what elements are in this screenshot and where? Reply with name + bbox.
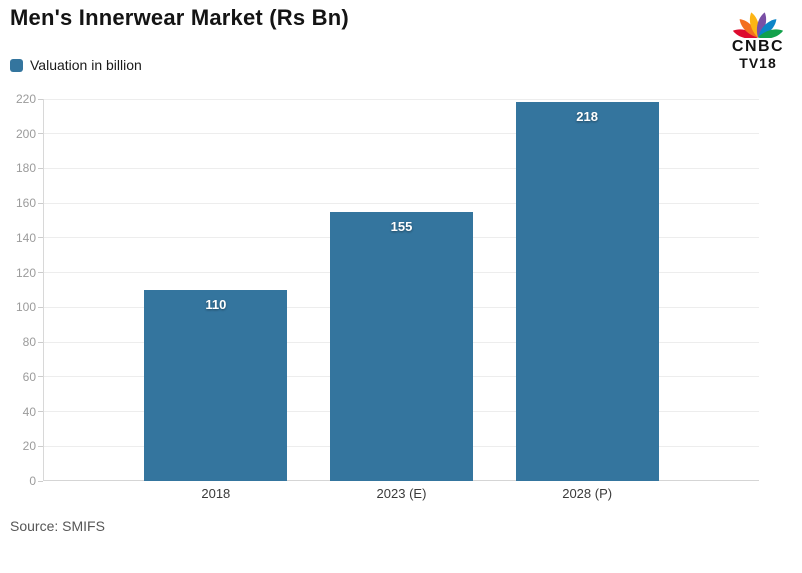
y-axis-tick — [38, 133, 43, 135]
y-axis-tick — [38, 98, 43, 100]
y-axis: 0 20 40 60 80 100 120 140 160 180 200 220 — [0, 92, 39, 488]
peacock-feather — [756, 12, 767, 38]
gridline — [44, 133, 759, 135]
bar: 155 — [330, 211, 473, 481]
y-axis-tick — [38, 480, 43, 482]
y-axis-tick-label: 60 — [22, 369, 36, 384]
logo-text-cnbc: CNBC — [731, 38, 785, 55]
y-axis-tick — [38, 341, 43, 343]
y-axis-tick-label: 100 — [15, 300, 36, 315]
y-axis-tick — [38, 445, 43, 447]
y-axis-tick-label: 40 — [22, 404, 36, 419]
peacock-feather — [749, 12, 760, 38]
gridline — [44, 202, 759, 204]
y-axis-tick-label: 120 — [15, 265, 36, 280]
y-axis-tick — [38, 167, 43, 169]
source-note: Source: SMIFS — [10, 518, 105, 534]
y-axis-tick-label: 140 — [15, 230, 36, 245]
plot-area: 110 155 218 — [38, 98, 759, 482]
y-axis-tick-label: 80 — [22, 335, 36, 350]
cnbc-peacock-icon — [732, 12, 784, 38]
legend: Valuation in billion — [10, 57, 142, 73]
gridline — [44, 167, 759, 169]
y-axis-tick-label: 0 — [29, 474, 36, 488]
legend-swatch — [10, 58, 23, 72]
bar: 218 — [515, 102, 659, 481]
bar-value-label: 155 — [390, 218, 413, 234]
peacock-feather — [732, 29, 758, 38]
gridline — [44, 98, 759, 100]
y-axis-tick-label: 200 — [15, 126, 36, 141]
y-axis-tick — [38, 272, 43, 274]
bar-value-label: 218 — [576, 109, 598, 125]
peacock-feather — [758, 29, 784, 38]
peacock-feather — [739, 19, 758, 38]
y-axis-tick-label: 220 — [15, 92, 36, 106]
x-axis-label: 2023 (E) — [376, 486, 427, 501]
y-axis-tick-label: 180 — [15, 161, 36, 176]
y-axis-tick-label: 160 — [15, 196, 36, 211]
y-axis-tick — [38, 202, 43, 204]
peacock-feather — [758, 19, 777, 38]
legend-label: Valuation in billion — [30, 57, 142, 73]
bar: 110 — [144, 290, 288, 481]
y-axis-tick — [38, 411, 43, 413]
x-axis-label: 2028 (P) — [562, 486, 613, 501]
x-axis-label: 2018 — [201, 486, 231, 501]
bar-value-label: 110 — [205, 297, 227, 312]
y-axis-tick-label: 20 — [22, 439, 36, 454]
cnbc-tv18-logo: CNBC TV18 — [720, 3, 796, 70]
x-axis: 2018 2023 (E) 2028 (P) — [44, 486, 759, 502]
y-axis-tick — [38, 237, 43, 239]
logo-text-tv18: TV18 — [739, 55, 777, 71]
chart-title: Men's Innerwear Market (Rs Bn) — [10, 5, 349, 30]
y-axis-tick — [38, 376, 43, 378]
y-axis-tick — [38, 306, 43, 308]
